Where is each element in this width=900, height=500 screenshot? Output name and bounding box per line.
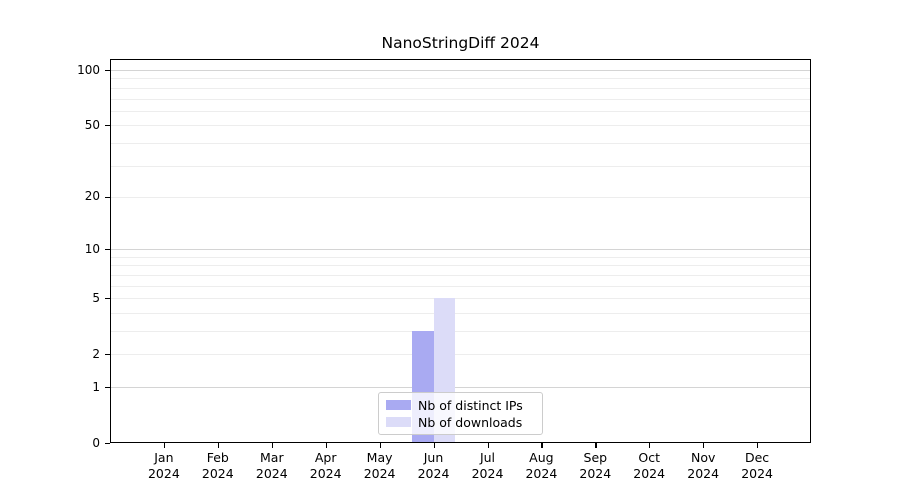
legend-swatch-downloads [386, 417, 411, 427]
gridline-y-40 [110, 142, 811, 144]
y-tick-5 [105, 298, 110, 300]
x-tick-label-may: May 2024 [363, 450, 396, 481]
x-tick-aug [541, 443, 543, 448]
x-tick-label-jul: Jul 2024 [471, 450, 504, 481]
chart-title: NanoStringDiff 2024 [381, 34, 540, 52]
gridline-y-2 [110, 354, 811, 356]
gridline-y-4 [110, 312, 811, 314]
x-tick-dec [757, 443, 759, 448]
gridline-y-3 [110, 331, 811, 332]
x-tick-label-apr: Apr 2024 [309, 450, 342, 481]
y-tick-100 [105, 70, 110, 72]
y-tick-label-5: 5 [92, 290, 100, 305]
gridline-y-90 [110, 78, 811, 80]
gridline-y-70 [110, 98, 811, 100]
x-tick-sep [595, 443, 597, 448]
x-tick-may [379, 443, 381, 448]
plot-frame [110, 59, 811, 443]
y-tick-20 [105, 196, 110, 199]
y-tick-1 [105, 387, 110, 389]
gridline-y-6 [110, 285, 811, 287]
legend-item-distinct-ips: Nb of distinct IPs [386, 397, 534, 413]
legend: Nb of distinct IPs Nb of downloads [378, 392, 543, 435]
x-tick-label-aug: Aug 2024 [525, 450, 558, 481]
x-tick-label-oct: Oct 2024 [633, 450, 666, 481]
gridline-y-50 [110, 125, 811, 127]
x-tick-label-mar: Mar 2024 [255, 450, 288, 481]
x-tick-mar [271, 443, 274, 448]
gridline-y-8 [110, 265, 811, 267]
x-tick-nov [703, 443, 705, 448]
y-tick-label-1: 1 [92, 379, 100, 394]
x-tick-jan [163, 443, 166, 448]
gridline-y-7 [110, 274, 811, 276]
gridline-y-30 [110, 165, 811, 167]
x-tick-label-jun: Jun 2024 [417, 450, 450, 481]
gridline-y-5 [110, 298, 811, 300]
y-tick-label-50: 50 [84, 117, 100, 132]
y-tick-label-100: 100 [77, 62, 100, 77]
gridline-y-10 [110, 249, 811, 251]
x-tick-apr [325, 443, 327, 448]
x-tick-feb [217, 443, 220, 448]
y-tick-label-10: 10 [84, 241, 100, 256]
legend-swatch-distinct-ips [386, 400, 411, 410]
gridline-y-1 [110, 387, 811, 388]
x-tick-label-nov: Nov 2024 [687, 450, 720, 481]
gridline-y-60 [110, 110, 811, 112]
y-tick-label-2: 2 [92, 346, 100, 361]
legend-label-distinct-ips: Nb of distinct IPs [418, 397, 523, 413]
y-tick-0 [105, 443, 110, 445]
x-tick-oct [649, 443, 651, 448]
gridline-y-80 [110, 87, 811, 89]
y-tick-10 [105, 249, 110, 251]
y-tick-2 [105, 354, 110, 356]
x-tick-jul [487, 443, 489, 448]
x-tick-label-jan: Jan 2024 [147, 450, 180, 481]
x-tick-jun [433, 443, 435, 448]
gridline-y-20 [110, 196, 811, 198]
gridline-y-9 [110, 256, 811, 258]
y-tick-label-0: 0 [92, 435, 100, 450]
x-tick-label-dec: Dec 2024 [741, 450, 773, 481]
x-tick-label-feb: Feb 2024 [201, 450, 234, 481]
legend-item-downloads: Nb of downloads [386, 414, 534, 430]
legend-label-downloads: Nb of downloads [418, 414, 523, 430]
y-tick-50 [105, 125, 110, 127]
gridline-y-100 [110, 70, 811, 71]
x-tick-label-sep: Sep 2024 [579, 450, 612, 481]
y-tick-label-20: 20 [84, 189, 100, 204]
